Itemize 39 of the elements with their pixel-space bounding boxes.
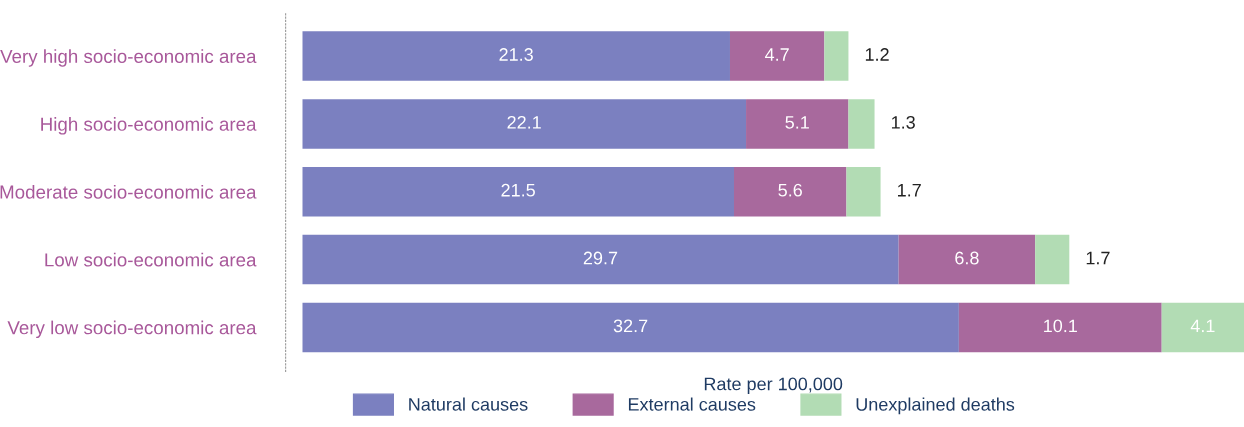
bar bbox=[746, 99, 849, 149]
data-label: 22.1 bbox=[507, 115, 541, 129]
y-tick-label: Very high socio-economic area bbox=[0, 49, 257, 67]
y-tick-label: Low socio-economic area bbox=[45, 252, 257, 267]
bar bbox=[1035, 234, 1070, 285]
data-label: 29.7 bbox=[583, 251, 618, 265]
bar bbox=[729, 31, 825, 81]
data-label: 6.8 bbox=[955, 251, 979, 265]
x-axis-title: Rate per 100,000 bbox=[704, 377, 843, 394]
bar bbox=[302, 31, 730, 81]
data-label: 5.6 bbox=[778, 183, 802, 197]
bar bbox=[733, 166, 847, 217]
data-label: 1.3 bbox=[891, 115, 915, 129]
bar bbox=[824, 31, 849, 81]
legend-label: Natural causes bbox=[409, 397, 528, 411]
data-label: 32.7 bbox=[613, 319, 648, 333]
data-label: 21.3 bbox=[499, 48, 533, 61]
bar bbox=[898, 234, 1036, 285]
data-label: 4.1 bbox=[1190, 319, 1215, 333]
data-label: 1.7 bbox=[898, 183, 921, 197]
y-tick-label: Moderate socio-economic area bbox=[0, 184, 257, 199]
bar bbox=[302, 166, 734, 217]
bar bbox=[302, 234, 899, 285]
data-label: 1.2 bbox=[865, 48, 889, 61]
data-label: 5.1 bbox=[785, 116, 809, 129]
y-tick-label: Very low socio-economic area bbox=[7, 320, 257, 339]
data-label: 10.1 bbox=[1044, 319, 1077, 333]
bar bbox=[302, 99, 747, 149]
y-tick-label: High socio-economic area bbox=[41, 117, 257, 135]
bar bbox=[848, 99, 875, 149]
bar bbox=[846, 166, 881, 217]
bar bbox=[958, 302, 1162, 353]
bar bbox=[302, 302, 959, 353]
bar bbox=[1161, 302, 1244, 353]
legend-label: External causes bbox=[628, 397, 756, 411]
legend-label: Unexplained deaths bbox=[856, 397, 1015, 415]
data-label: 4.7 bbox=[765, 48, 789, 61]
data-label: 21.5 bbox=[501, 183, 535, 197]
data-label: 1.7 bbox=[1086, 251, 1110, 265]
